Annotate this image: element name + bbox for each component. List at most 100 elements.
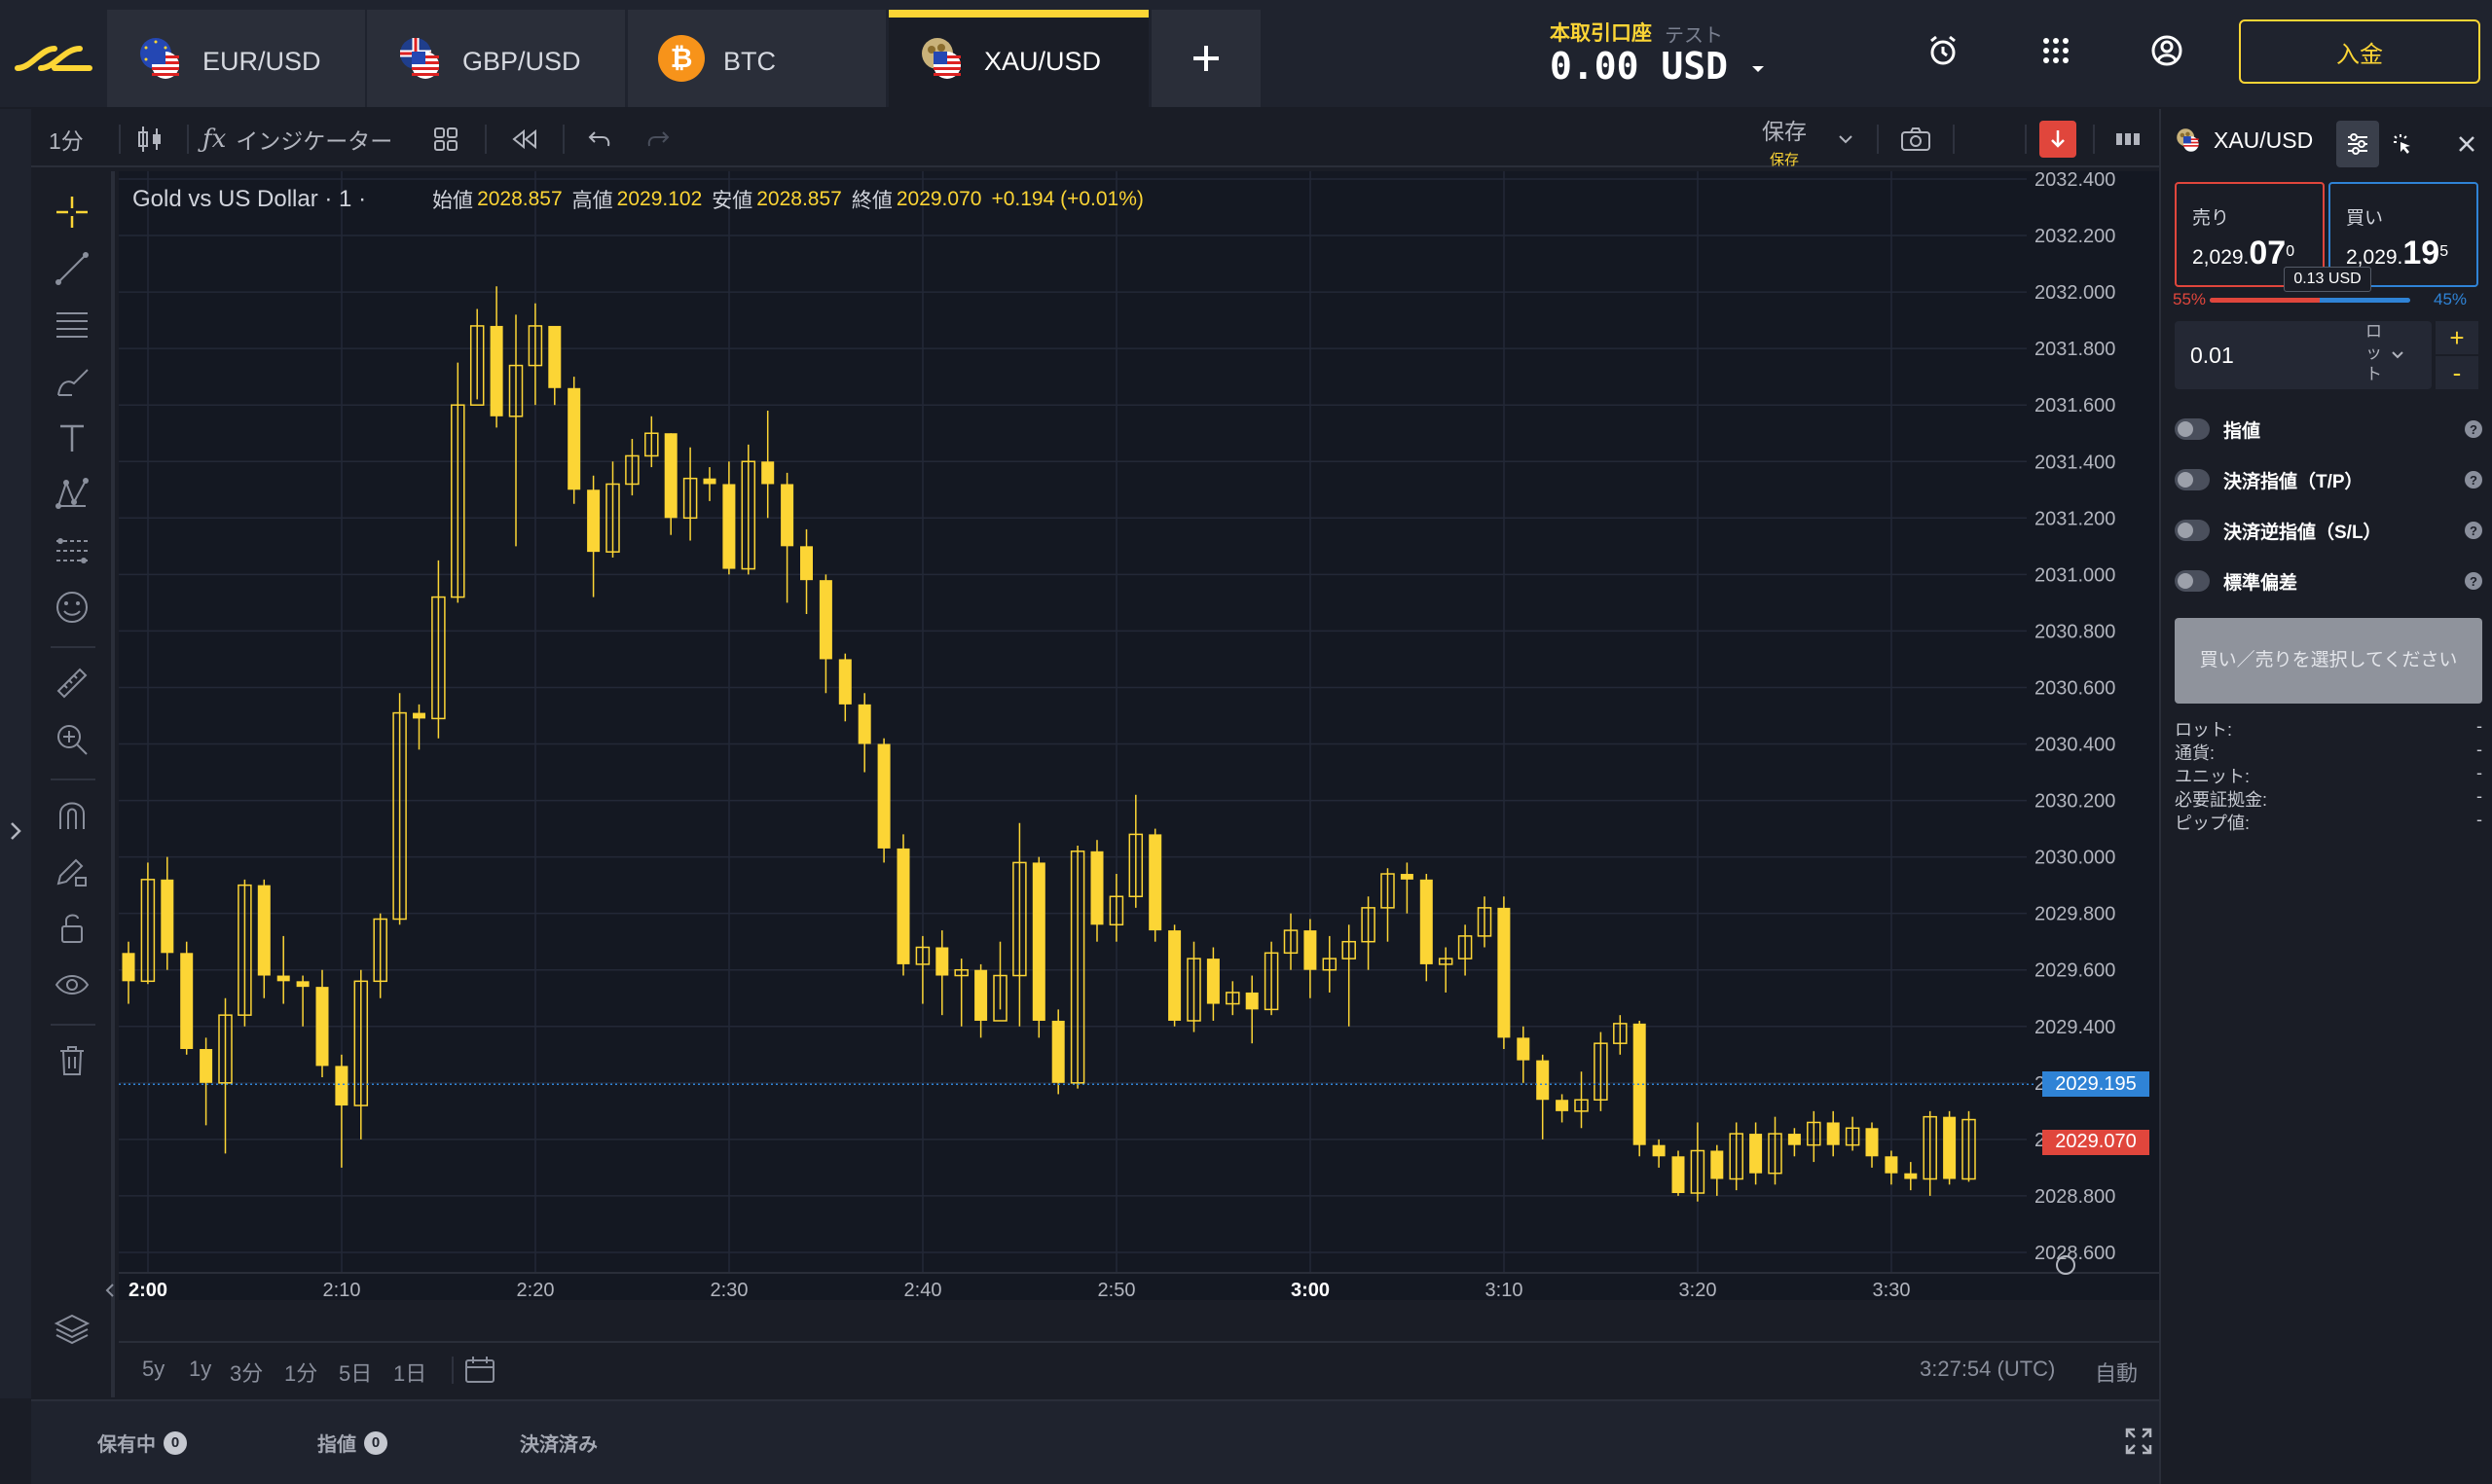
place-order-button[interactable]: 買い／売りを選択してください bbox=[2175, 618, 2482, 704]
range-5y[interactable]: 5y bbox=[142, 1357, 165, 1381]
horizontal-lines-tool[interactable] bbox=[51, 304, 93, 346]
help-icon[interactable]: ? bbox=[2465, 572, 2482, 590]
spread-badge: 0.13 USD bbox=[2284, 267, 2371, 292]
summary-key: ユニット: bbox=[2175, 767, 2251, 786]
chart-type-button[interactable] bbox=[128, 111, 171, 167]
visibility-tool[interactable] bbox=[51, 963, 93, 1006]
quick-sell-button[interactable] bbox=[2038, 111, 2077, 167]
trend-line-tool[interactable] bbox=[51, 247, 93, 290]
alarm-button[interactable] bbox=[1922, 29, 1964, 72]
lot-input[interactable]: 0.01 ロット bbox=[2175, 321, 2432, 389]
date-range-icon[interactable] bbox=[463, 1355, 496, 1386]
summary-key: 通貨: bbox=[2175, 743, 2216, 763]
chevron-down-icon[interactable] bbox=[2391, 350, 2404, 360]
sell-price-big: 07 bbox=[2249, 235, 2287, 271]
measure-tool[interactable] bbox=[51, 662, 93, 705]
sell-quote-button[interactable]: 売り 2,029.070 bbox=[2175, 182, 2325, 287]
candle-body-down bbox=[490, 325, 503, 416]
axis-settings-icon[interactable] bbox=[2056, 1255, 2075, 1275]
account-balance[interactable]: 0.00 USD bbox=[1550, 45, 1766, 88]
buy-quote-button[interactable]: 買い 2,029.195 bbox=[2328, 182, 2478, 287]
range-3m[interactable]: 3分 bbox=[230, 1361, 264, 1386]
help-icon[interactable]: ? bbox=[2465, 522, 2482, 539]
pattern-tool[interactable] bbox=[51, 473, 93, 516]
tab-gbp-usd[interactable]: GBP/USD bbox=[367, 10, 625, 107]
close-icon[interactable] bbox=[2457, 134, 2476, 154]
crosshair-tool[interactable] bbox=[51, 191, 93, 234]
help-icon[interactable]: ? bbox=[2465, 471, 2482, 489]
delete-drawings-button[interactable] bbox=[51, 1039, 93, 1082]
undo-button[interactable] bbox=[578, 111, 621, 167]
candle-body-up bbox=[373, 918, 387, 983]
one-click-trading-button[interactable] bbox=[2381, 121, 2424, 167]
unlock-icon bbox=[61, 914, 83, 943]
divider bbox=[187, 125, 189, 154]
high-value: 2029.102 bbox=[616, 188, 703, 210]
chevron-down-icon bbox=[1839, 135, 1852, 144]
object-tree-button[interactable] bbox=[51, 1308, 93, 1351]
layout-button[interactable] bbox=[424, 111, 467, 167]
range-1d[interactable]: 1日 bbox=[393, 1361, 427, 1386]
magnet-tool[interactable] bbox=[51, 794, 93, 837]
lot-decrease-button[interactable]: - bbox=[2436, 356, 2478, 389]
account-type-label[interactable]: 本取引口座 bbox=[1550, 22, 1652, 45]
range-5d[interactable]: 5日 bbox=[339, 1361, 373, 1386]
interval-label: 1分 bbox=[49, 128, 84, 154]
add-tab-button[interactable] bbox=[1152, 10, 1261, 107]
expand-icon[interactable] bbox=[2124, 1427, 2153, 1456]
save-menu-button[interactable] bbox=[1838, 111, 1853, 167]
lot-unit[interactable]: ロット bbox=[2365, 322, 2382, 383]
take-profit-toggle[interactable] bbox=[2175, 469, 2210, 490]
chevron-left-icon[interactable] bbox=[105, 1283, 115, 1298]
panel-layout-button[interactable] bbox=[2108, 111, 2147, 167]
x-tick-label: 2:20 bbox=[517, 1280, 555, 1300]
candlestick-chart-svg[interactable]: 2032.400 2032.200 2032.000 2031.800 2031.600… bbox=[119, 171, 2159, 1300]
redo-button[interactable] bbox=[637, 111, 679, 167]
help-icon[interactable]: ? bbox=[2465, 420, 2482, 438]
y-tick-label: 2031.000 bbox=[2034, 564, 2115, 586]
profile-button[interactable] bbox=[2145, 29, 2188, 72]
screenshot-button[interactable] bbox=[1894, 111, 1937, 167]
ruler-icon bbox=[56, 668, 88, 699]
toggle-label: 指値 bbox=[2223, 420, 2261, 442]
forecast-tool[interactable] bbox=[51, 529, 93, 572]
indicators-button[interactable]: ƒx インジケーター bbox=[202, 111, 392, 167]
candle-body-up bbox=[392, 711, 407, 921]
x-tick-label: 3:30 bbox=[1873, 1280, 1911, 1300]
brush-tool[interactable] bbox=[51, 360, 93, 403]
limit-order-toggle[interactable] bbox=[2175, 418, 2210, 440]
candle-body-down bbox=[1904, 1173, 1918, 1179]
tab-open-positions[interactable]: 保有中 0 bbox=[97, 1429, 187, 1457]
interval-button[interactable]: 1分 bbox=[49, 111, 84, 167]
order-settings-button[interactable] bbox=[2336, 121, 2379, 167]
stay-drawing-tool[interactable] bbox=[51, 851, 93, 893]
text-tool[interactable] bbox=[51, 416, 93, 459]
lot-increase-button[interactable]: + bbox=[2436, 321, 2478, 354]
tab-pending-orders[interactable]: 指値 0 bbox=[317, 1429, 387, 1457]
exness-logo[interactable] bbox=[0, 10, 107, 107]
tab-closed-positions[interactable]: 決済済み bbox=[520, 1429, 598, 1457]
zoom-tool[interactable] bbox=[51, 718, 93, 761]
deposit-button[interactable]: 入金 bbox=[2239, 19, 2480, 84]
buy-label: 買い bbox=[2346, 208, 2384, 229]
tab-btc[interactable]: ₿ BTC bbox=[628, 10, 886, 107]
auto-scale-button[interactable]: 自動 bbox=[2095, 1361, 2139, 1386]
candle-body-up bbox=[1594, 1042, 1608, 1101]
clock-utc[interactable]: 3:27:54 (UTC) bbox=[1920, 1357, 2056, 1381]
std-deviation-toggle[interactable] bbox=[2175, 570, 2210, 592]
divider bbox=[2093, 125, 2095, 154]
emoji-tool[interactable] bbox=[51, 586, 93, 629]
candle-body-down bbox=[1749, 1134, 1763, 1174]
low-key: 安値 bbox=[712, 190, 753, 212]
price-chart[interactable]: 2032.400 2032.200 2032.000 2031.800 2031.600… bbox=[119, 171, 2159, 1300]
apps-button[interactable] bbox=[2034, 29, 2077, 72]
range-1m[interactable]: 1分 bbox=[284, 1361, 318, 1386]
range-1y[interactable]: 1y bbox=[189, 1357, 212, 1381]
save-button[interactable]: 保存 bbox=[1762, 101, 1807, 158]
tab-eur-usd[interactable]: EUR/USD bbox=[107, 10, 365, 107]
tab-xau-usd[interactable]: XAU/USD bbox=[889, 10, 1149, 107]
stop-loss-toggle[interactable] bbox=[2175, 520, 2210, 541]
lock-tool[interactable] bbox=[51, 907, 93, 950]
replay-button[interactable] bbox=[502, 111, 545, 167]
chevron-right-icon[interactable] bbox=[8, 819, 23, 843]
